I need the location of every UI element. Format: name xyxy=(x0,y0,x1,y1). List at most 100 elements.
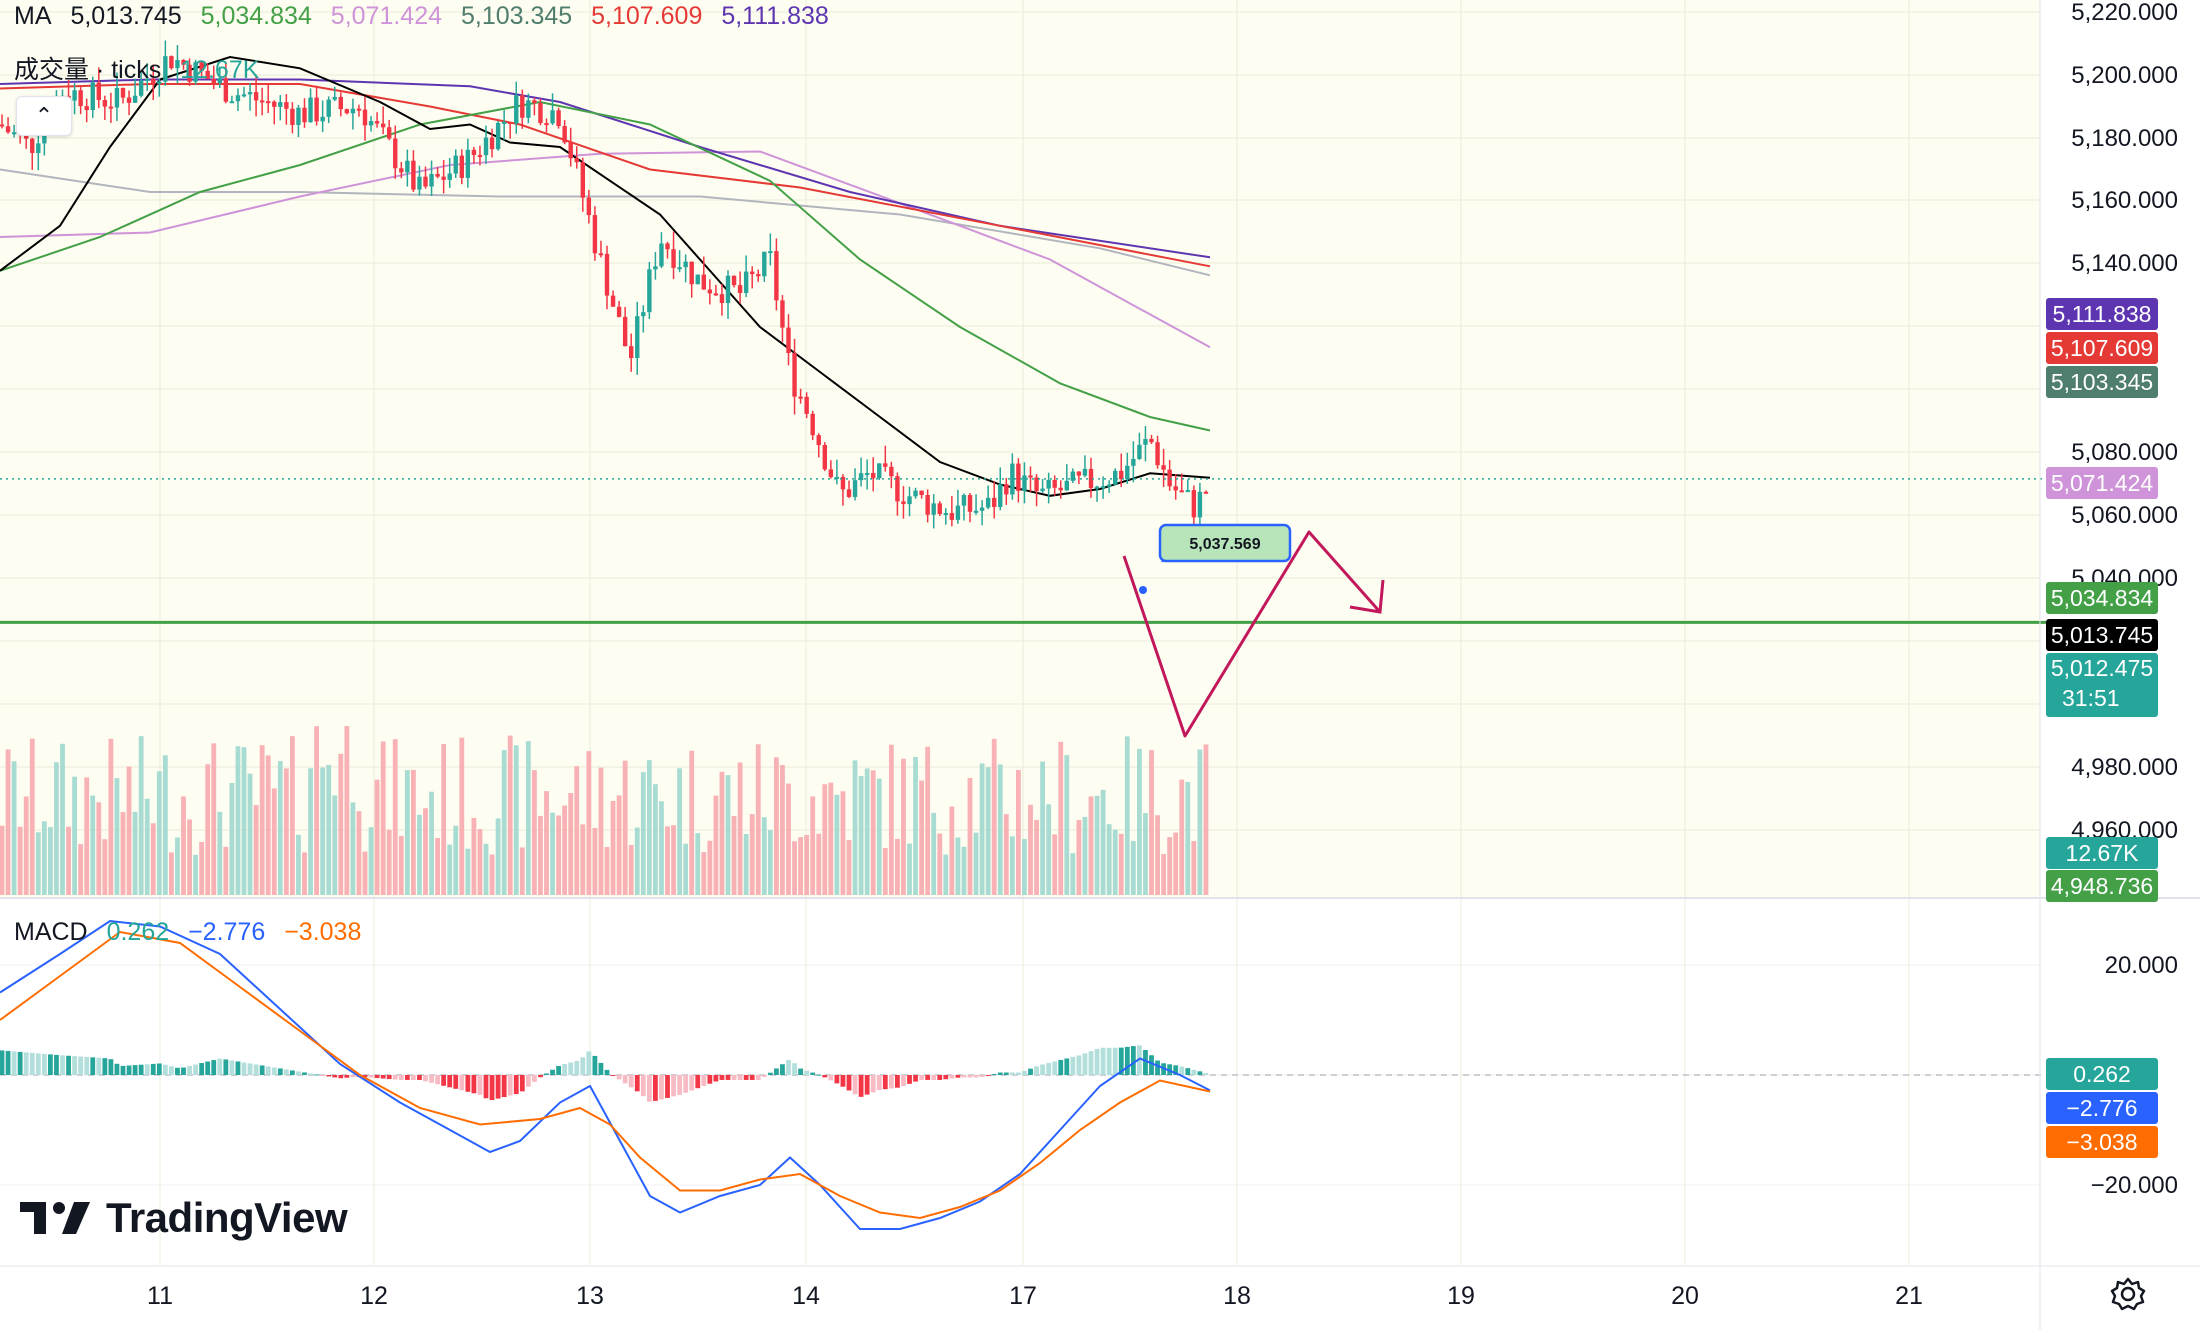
macd-histogram-bar xyxy=(737,1075,743,1080)
macd-histogram-bar xyxy=(11,1051,17,1075)
macd-histogram-bar xyxy=(1149,1055,1154,1075)
volume-bar xyxy=(659,801,664,895)
candle-body xyxy=(1125,465,1130,480)
volume-bar xyxy=(519,847,525,895)
candle-body xyxy=(659,243,664,267)
macd-histogram-bar xyxy=(671,1075,676,1097)
candle-body xyxy=(126,97,132,103)
macd-axis-label: −20.000 xyxy=(2091,1172,2178,1199)
macd-histogram-bar xyxy=(1124,1046,1130,1075)
volume-bar xyxy=(997,764,1003,895)
volume-bar xyxy=(1064,755,1070,895)
collapse-legend-button[interactable]: ⌃ xyxy=(16,96,72,136)
volume-bar xyxy=(1040,761,1045,895)
candle-body xyxy=(1131,458,1136,466)
volume-bar xyxy=(1082,816,1088,895)
macd-histogram-bar xyxy=(628,1075,634,1088)
candle-body xyxy=(701,274,706,290)
candle-body xyxy=(181,60,186,65)
candle-body xyxy=(477,155,483,158)
volume-legend-value: 12.67K xyxy=(180,56,260,84)
candle-body xyxy=(816,435,821,446)
volume-bar xyxy=(1058,741,1064,895)
volume-bar xyxy=(374,779,380,895)
macd-histogram-bar xyxy=(907,1075,912,1084)
macd-histogram-bar xyxy=(1082,1053,1088,1075)
tradingview-icon xyxy=(20,1202,90,1234)
macd-histogram-bar xyxy=(767,1072,773,1075)
candle-body xyxy=(508,121,513,124)
macd-histogram-bar xyxy=(162,1064,168,1075)
support-price-tag: 4,948.736 xyxy=(2046,870,2158,902)
volume-bar xyxy=(150,823,156,895)
candle-body xyxy=(102,99,108,107)
candle-body xyxy=(1167,469,1172,487)
volume-bar xyxy=(1009,836,1015,895)
macd-histogram-bar xyxy=(144,1064,150,1075)
volume-bar xyxy=(48,827,53,895)
ma5-value: 5,107.609 xyxy=(591,2,703,30)
volume-bar xyxy=(979,763,985,895)
volume-bar xyxy=(23,796,29,895)
candle-body xyxy=(520,95,525,118)
macd-histogram-bar xyxy=(0,1050,5,1075)
price-axis-label: 5,180.000 xyxy=(2071,125,2178,152)
macd-histogram-bar xyxy=(199,1063,205,1075)
candle-body xyxy=(665,243,670,250)
macd-histogram-bar xyxy=(5,1050,11,1075)
bar-countdown: 31:51 xyxy=(2062,685,2120,711)
drawings[interactable]: 5,037.569 xyxy=(0,478,2046,738)
macd-histogram-bar xyxy=(1016,1072,1021,1075)
candle-body xyxy=(901,501,906,505)
volume-bar xyxy=(114,778,120,895)
macd-histogram-bar xyxy=(749,1075,755,1080)
volume-bar xyxy=(525,741,531,895)
volume-bar xyxy=(507,735,513,895)
volume-bar xyxy=(556,815,561,895)
macd-histogram-bar xyxy=(453,1075,459,1089)
candle-body xyxy=(955,505,961,520)
macd-histogram-bar xyxy=(858,1075,864,1097)
candle-body xyxy=(877,463,882,479)
macd-histogram-bar xyxy=(217,1058,223,1075)
candle-body xyxy=(1088,468,1094,489)
volume-bar xyxy=(205,764,211,895)
volume-bars xyxy=(0,726,1209,895)
candle-body xyxy=(985,497,991,508)
candle-body xyxy=(393,138,398,169)
tradingview-logo[interactable]: TradingView xyxy=(18,1194,348,1242)
macd-histogram-bar xyxy=(435,1075,440,1085)
volume-bar xyxy=(296,834,301,895)
candle-body xyxy=(834,476,840,479)
macd-histogram-bar xyxy=(683,1075,689,1093)
candle-body xyxy=(1119,470,1124,480)
candle-body xyxy=(411,160,416,190)
volume-bar xyxy=(876,778,882,895)
volume-bar xyxy=(677,768,682,895)
candle-body xyxy=(641,312,646,317)
macd-histogram-bar xyxy=(229,1060,235,1075)
volume-bar xyxy=(1088,796,1094,895)
gear-icon[interactable] xyxy=(2110,1276,2146,1312)
macd-histogram-bar xyxy=(634,1075,640,1092)
macd-histogram-bar xyxy=(786,1059,791,1075)
volume-bar xyxy=(937,833,943,895)
macd-histogram-bar xyxy=(1143,1050,1148,1075)
time-axis-label: 20 xyxy=(1671,1282,1699,1310)
time-axis-label: 18 xyxy=(1223,1282,1251,1310)
price-axis-label: 4,980.000 xyxy=(2071,754,2178,781)
macd-histogram-bar xyxy=(955,1075,961,1078)
volume-bar xyxy=(846,840,852,895)
candle-body xyxy=(889,466,894,477)
volume-legend-label: 成交量 · ticks xyxy=(14,56,162,84)
macd-histogram-bar xyxy=(1112,1047,1118,1075)
volume-bar xyxy=(586,751,592,895)
candle-body xyxy=(883,463,888,467)
macd-histogram-bar xyxy=(913,1075,918,1082)
volume-bar xyxy=(66,826,71,895)
candle-body xyxy=(169,56,174,69)
volume-bar xyxy=(1124,736,1130,895)
macd-histogram-bar xyxy=(1064,1058,1070,1075)
macd-signal-value: −3.038 xyxy=(284,918,362,946)
